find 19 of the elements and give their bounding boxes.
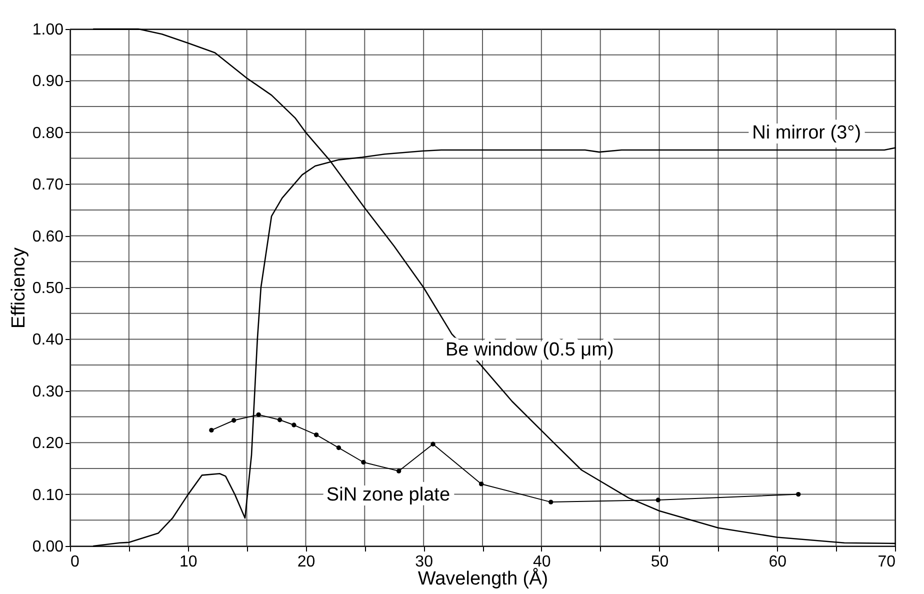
y-tick-label: 0.10: [32, 486, 64, 504]
x-tick-label: 10: [179, 554, 198, 570]
y-tick-label: 0.00: [32, 538, 64, 556]
x-tick-label: 30: [415, 554, 434, 570]
y-tick-label: 0.90: [32, 73, 64, 90]
y-tick-label: 0.70: [32, 176, 64, 194]
x-tick-label: 50: [650, 554, 669, 570]
y-tick-label: 0.40: [32, 332, 64, 349]
x-tick-label: 70: [878, 554, 896, 570]
y-tick-label: 0.30: [32, 383, 64, 400]
y-tick-label: 0.50: [32, 280, 64, 297]
y-tick-label: 1.00: [32, 22, 64, 38]
y-tick-label: 0.20: [32, 435, 64, 452]
y-tick-label: 0.60: [32, 228, 64, 246]
x-tick-label: 60: [768, 554, 787, 570]
x-tick-label: 20: [297, 554, 316, 570]
y-tick-label: 0.80: [32, 124, 64, 142]
x-tick-label: 0: [70, 554, 80, 570]
y-axis-title: Efficiency: [8, 247, 30, 328]
